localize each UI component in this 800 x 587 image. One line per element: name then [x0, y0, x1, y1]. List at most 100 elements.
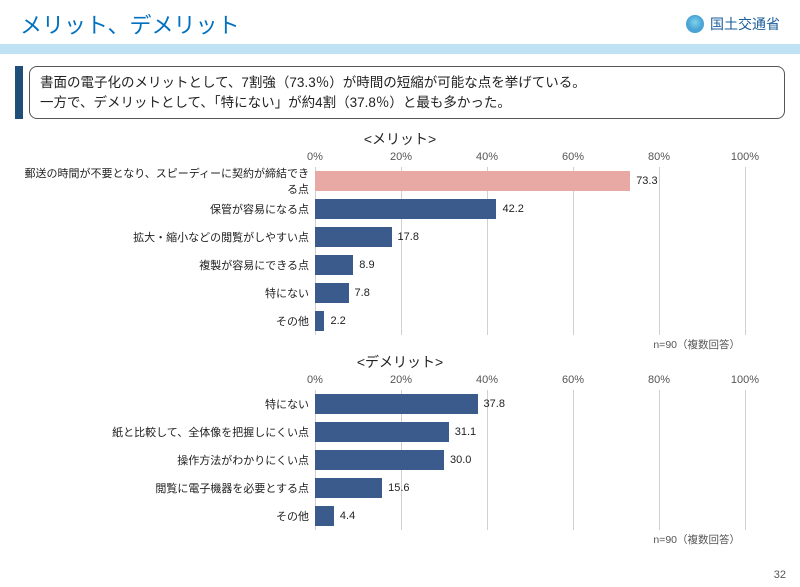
gridline — [745, 251, 746, 279]
summary-line-2: 一方で、デメリットとして、「特にない」が約4割（37.8％）と最も多かった。 — [40, 93, 774, 113]
bar-label: 保管が容易になる点 — [15, 201, 315, 217]
bar-value: 17.8 — [392, 231, 419, 243]
bar-track: 4.4 — [315, 502, 745, 530]
bar — [315, 255, 353, 275]
ministry-label: 国土交通省 — [686, 14, 780, 34]
axis-tick: 60% — [562, 151, 584, 163]
gridline — [745, 279, 746, 307]
bar-row: 特にない 37.8 — [15, 390, 785, 418]
axis-tick: 100% — [731, 374, 759, 386]
bar-value: 42.2 — [496, 203, 523, 215]
gridline — [659, 223, 660, 251]
gridline — [487, 279, 488, 307]
gridline — [487, 418, 488, 446]
bar-value: 7.8 — [349, 287, 370, 299]
gridline — [487, 474, 488, 502]
bar-row: 特にない 7.8 — [15, 279, 785, 307]
bar — [315, 171, 630, 191]
gridline — [745, 502, 746, 530]
bar-track: 31.1 — [315, 418, 745, 446]
merit-chart: <メリット> 0%20%40%60%80%100% 郵送の時間が不要となり、スピ… — [15, 129, 785, 352]
gridline — [487, 251, 488, 279]
title-underline — [0, 44, 800, 54]
gridline — [745, 418, 746, 446]
gridline — [745, 390, 746, 418]
bar-value: 15.6 — [382, 482, 409, 494]
gridline — [401, 502, 402, 530]
bar-track: 17.8 — [315, 223, 745, 251]
bar-label: 郵送の時間が不要となり、スピーディーに契約が締結できる点 — [15, 165, 315, 197]
gridline — [745, 474, 746, 502]
bar-value: 4.4 — [334, 510, 355, 522]
bar — [315, 478, 382, 498]
bar-track: 37.8 — [315, 390, 745, 418]
page-number: 32 — [774, 569, 786, 581]
gridline — [573, 390, 574, 418]
gridline — [401, 251, 402, 279]
gridline — [659, 279, 660, 307]
bar-label: 操作方法がわかりにくい点 — [15, 452, 315, 468]
axis-tick: 0% — [307, 151, 323, 163]
axis-tick: 40% — [476, 151, 498, 163]
bar-label: その他 — [15, 313, 315, 329]
gridline — [659, 251, 660, 279]
page-title: メリット、デメリット — [20, 8, 240, 40]
axis-tick: 100% — [731, 151, 759, 163]
bar-row: その他 4.4 — [15, 502, 785, 530]
gridline — [401, 307, 402, 335]
bar-row: 紙と比較して、全体像を把握しにくい点31.1 — [15, 418, 785, 446]
axis-tick: 80% — [648, 151, 670, 163]
bar-track: 73.3 — [315, 167, 745, 195]
header-bar: メリット、デメリット 国土交通省 — [0, 0, 800, 44]
bar — [315, 506, 334, 526]
merit-chart-title: <メリット> — [15, 129, 785, 149]
bar-row: その他2.2 — [15, 307, 785, 335]
demerit-chart: <デメリット> 0%20%40%60%80%100% 特にない37.8紙と比較し… — [15, 352, 785, 547]
bar-label: 特にない — [15, 285, 315, 301]
bar-label: 特にない — [15, 396, 315, 412]
bar — [315, 450, 444, 470]
demerit-note: n=90（複数回答） — [15, 532, 740, 547]
bar-value: 73.3 — [630, 175, 657, 187]
bar-value: 31.1 — [449, 426, 476, 438]
gridline — [487, 223, 488, 251]
gridline — [745, 307, 746, 335]
summary-accent-tab — [15, 66, 23, 119]
bar-label: 複製が容易にできる点 — [15, 257, 315, 273]
merit-axis: 0%20%40%60%80%100% — [315, 151, 745, 167]
gridline — [487, 307, 488, 335]
bar-track: 8.9 — [315, 251, 745, 279]
axis-tick: 0% — [307, 374, 323, 386]
bar — [315, 227, 392, 247]
merit-note: n=90（複数回答） — [15, 337, 740, 352]
bar-row: 保管が容易になる点 42.2 — [15, 195, 785, 223]
ministry-logo-icon — [686, 15, 704, 33]
axis-tick: 60% — [562, 374, 584, 386]
gridline — [659, 446, 660, 474]
bar-label: 拡大・縮小などの閲覧がしやすい点 — [15, 229, 315, 245]
bar-track: 7.8 — [315, 279, 745, 307]
bar — [315, 311, 324, 331]
gridline — [573, 307, 574, 335]
demerit-axis: 0%20%40%60%80%100% — [315, 374, 745, 390]
axis-tick: 20% — [390, 374, 412, 386]
bar — [315, 199, 496, 219]
gridline — [659, 307, 660, 335]
bar-label: その他 — [15, 508, 315, 524]
bar-row: 閲覧に電子機器を必要とする点15.6 — [15, 474, 785, 502]
gridline — [573, 502, 574, 530]
bar-row: 複製が容易にできる点 8.9 — [15, 251, 785, 279]
gridline — [487, 446, 488, 474]
bar-value: 8.9 — [353, 259, 374, 271]
gridline — [659, 474, 660, 502]
bar — [315, 422, 449, 442]
bar — [315, 283, 349, 303]
ministry-text: 国土交通省 — [710, 14, 780, 34]
gridline — [573, 418, 574, 446]
summary-box: 書面の電子化のメリットとして、7割強（73.3％）が時間の短縮が可能な点を挙げて… — [29, 66, 785, 119]
bar-row: 操作方法がわかりにくい点30.0 — [15, 446, 785, 474]
bar-row: 郵送の時間が不要となり、スピーディーに契約が締結できる点 73.3 — [15, 167, 785, 195]
bar-value: 37.8 — [478, 398, 505, 410]
bar-track: 30.0 — [315, 446, 745, 474]
bar — [315, 394, 478, 414]
